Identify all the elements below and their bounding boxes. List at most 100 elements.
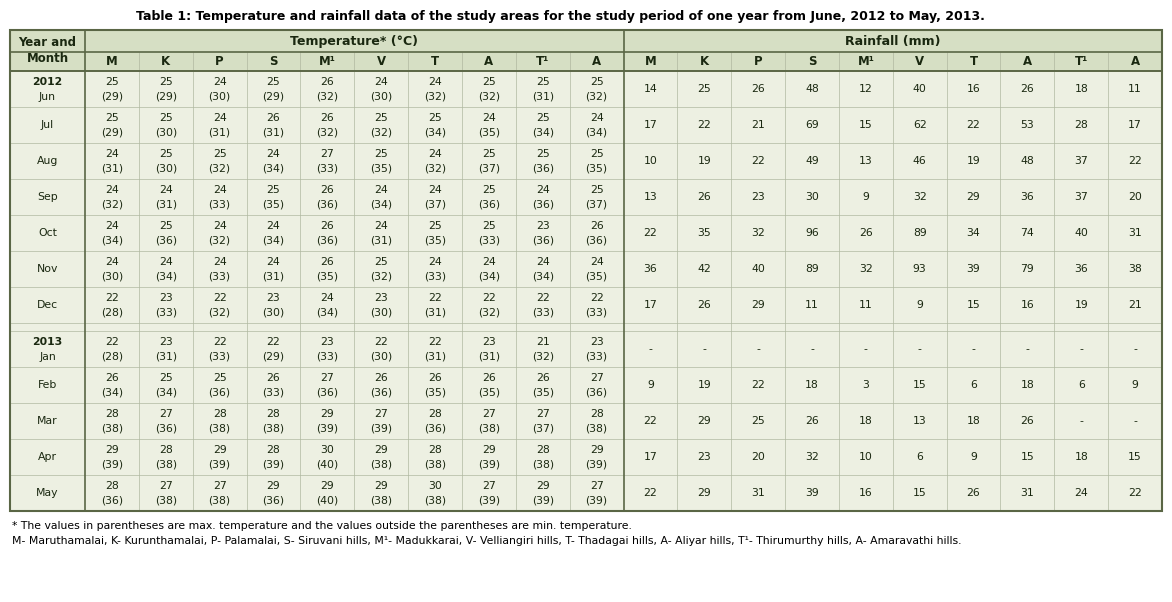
Text: -: - xyxy=(810,344,813,354)
Text: (31): (31) xyxy=(209,128,231,138)
Text: 23: 23 xyxy=(482,337,496,347)
Text: (37): (37) xyxy=(586,200,607,210)
Text: 24: 24 xyxy=(213,185,226,195)
Text: 29: 29 xyxy=(105,445,118,455)
Text: 9: 9 xyxy=(917,300,924,310)
Text: A: A xyxy=(1023,55,1031,68)
Text: 25: 25 xyxy=(751,416,765,426)
Text: 24: 24 xyxy=(266,221,280,231)
Text: -: - xyxy=(1079,416,1083,426)
Text: -: - xyxy=(864,344,867,354)
Text: (36): (36) xyxy=(370,388,393,398)
Bar xyxy=(11,30,1161,71)
Text: 25: 25 xyxy=(374,113,388,123)
Text: (34): (34) xyxy=(155,272,177,282)
Text: 6: 6 xyxy=(1078,380,1084,390)
Text: 11: 11 xyxy=(1129,84,1142,94)
Text: (31): (31) xyxy=(478,352,500,362)
Text: 24: 24 xyxy=(590,257,604,267)
Text: (36): (36) xyxy=(316,236,339,246)
Text: (34): (34) xyxy=(532,272,554,282)
Text: 24: 24 xyxy=(159,185,172,195)
Text: 32: 32 xyxy=(751,228,765,238)
Text: 17: 17 xyxy=(643,452,657,462)
Text: 22: 22 xyxy=(213,337,226,347)
Text: 32: 32 xyxy=(913,192,927,202)
Text: Jun: Jun xyxy=(39,92,56,102)
Text: 28: 28 xyxy=(590,409,604,419)
Text: (35): (35) xyxy=(586,164,607,174)
Text: 29: 29 xyxy=(590,445,604,455)
Text: 26: 26 xyxy=(697,300,711,310)
Text: * The values in parentheses are max. temperature and the values outside the pare: * The values in parentheses are max. tem… xyxy=(12,521,632,531)
Text: (31): (31) xyxy=(155,200,177,210)
Text: 29: 29 xyxy=(482,445,496,455)
Text: (29): (29) xyxy=(101,92,123,102)
Text: 25: 25 xyxy=(482,149,496,159)
Text: 22: 22 xyxy=(105,293,118,303)
Text: (33): (33) xyxy=(316,164,339,174)
Text: 11: 11 xyxy=(859,300,873,310)
Text: 27: 27 xyxy=(320,149,334,159)
Text: (36): (36) xyxy=(316,200,339,210)
Text: 23: 23 xyxy=(536,221,550,231)
Text: 29: 29 xyxy=(536,481,550,491)
Text: 25: 25 xyxy=(536,77,550,87)
Text: 31: 31 xyxy=(1129,228,1142,238)
Text: (32): (32) xyxy=(209,308,231,318)
Text: 10: 10 xyxy=(643,156,657,166)
Text: 89: 89 xyxy=(913,228,927,238)
Text: 53: 53 xyxy=(1021,120,1034,130)
Text: 15: 15 xyxy=(1021,452,1034,462)
Text: (32): (32) xyxy=(370,128,393,138)
Text: (38): (38) xyxy=(155,460,177,470)
Text: 48: 48 xyxy=(1021,156,1034,166)
Text: 24: 24 xyxy=(213,77,226,87)
Text: 9: 9 xyxy=(647,380,654,390)
Text: 35: 35 xyxy=(697,228,711,238)
Text: 24: 24 xyxy=(320,293,334,303)
Text: 22: 22 xyxy=(751,380,765,390)
Text: 23: 23 xyxy=(374,293,388,303)
Text: 30: 30 xyxy=(805,192,819,202)
Text: 26: 26 xyxy=(320,221,334,231)
Text: 26: 26 xyxy=(320,113,334,123)
Text: (32): (32) xyxy=(586,92,607,102)
Text: 24: 24 xyxy=(482,257,496,267)
Text: (34): (34) xyxy=(370,200,393,210)
Text: 16: 16 xyxy=(967,84,981,94)
Text: 13: 13 xyxy=(913,416,927,426)
Text: 26: 26 xyxy=(266,373,280,383)
Text: (38): (38) xyxy=(155,496,177,506)
Text: 24: 24 xyxy=(536,257,550,267)
Text: 19: 19 xyxy=(1075,300,1088,310)
Text: (36): (36) xyxy=(263,496,285,506)
Text: (32): (32) xyxy=(370,272,393,282)
Bar xyxy=(11,30,1161,511)
Text: 22: 22 xyxy=(536,293,550,303)
Text: (30): (30) xyxy=(370,92,393,102)
Text: 27: 27 xyxy=(536,409,550,419)
Text: (39): (39) xyxy=(532,496,554,506)
Text: 26: 26 xyxy=(859,228,873,238)
Text: (29): (29) xyxy=(263,92,285,102)
Text: 25: 25 xyxy=(159,77,172,87)
Text: K: K xyxy=(162,55,170,68)
Text: 22: 22 xyxy=(643,228,657,238)
Text: 26: 26 xyxy=(967,488,981,498)
Text: (32): (32) xyxy=(209,236,231,246)
Text: Jan: Jan xyxy=(39,352,56,362)
Text: 25: 25 xyxy=(266,77,280,87)
Text: 17: 17 xyxy=(643,300,657,310)
Text: (31): (31) xyxy=(155,352,177,362)
Text: 15: 15 xyxy=(913,380,927,390)
Text: 29: 29 xyxy=(213,445,226,455)
Text: 24: 24 xyxy=(266,149,280,159)
Text: 25: 25 xyxy=(213,373,226,383)
Text: 28: 28 xyxy=(213,409,226,419)
Text: (32): (32) xyxy=(424,92,447,102)
Text: 28: 28 xyxy=(1075,120,1088,130)
Text: 31: 31 xyxy=(751,488,765,498)
Text: (37): (37) xyxy=(424,200,447,210)
Text: (30): (30) xyxy=(155,164,177,174)
